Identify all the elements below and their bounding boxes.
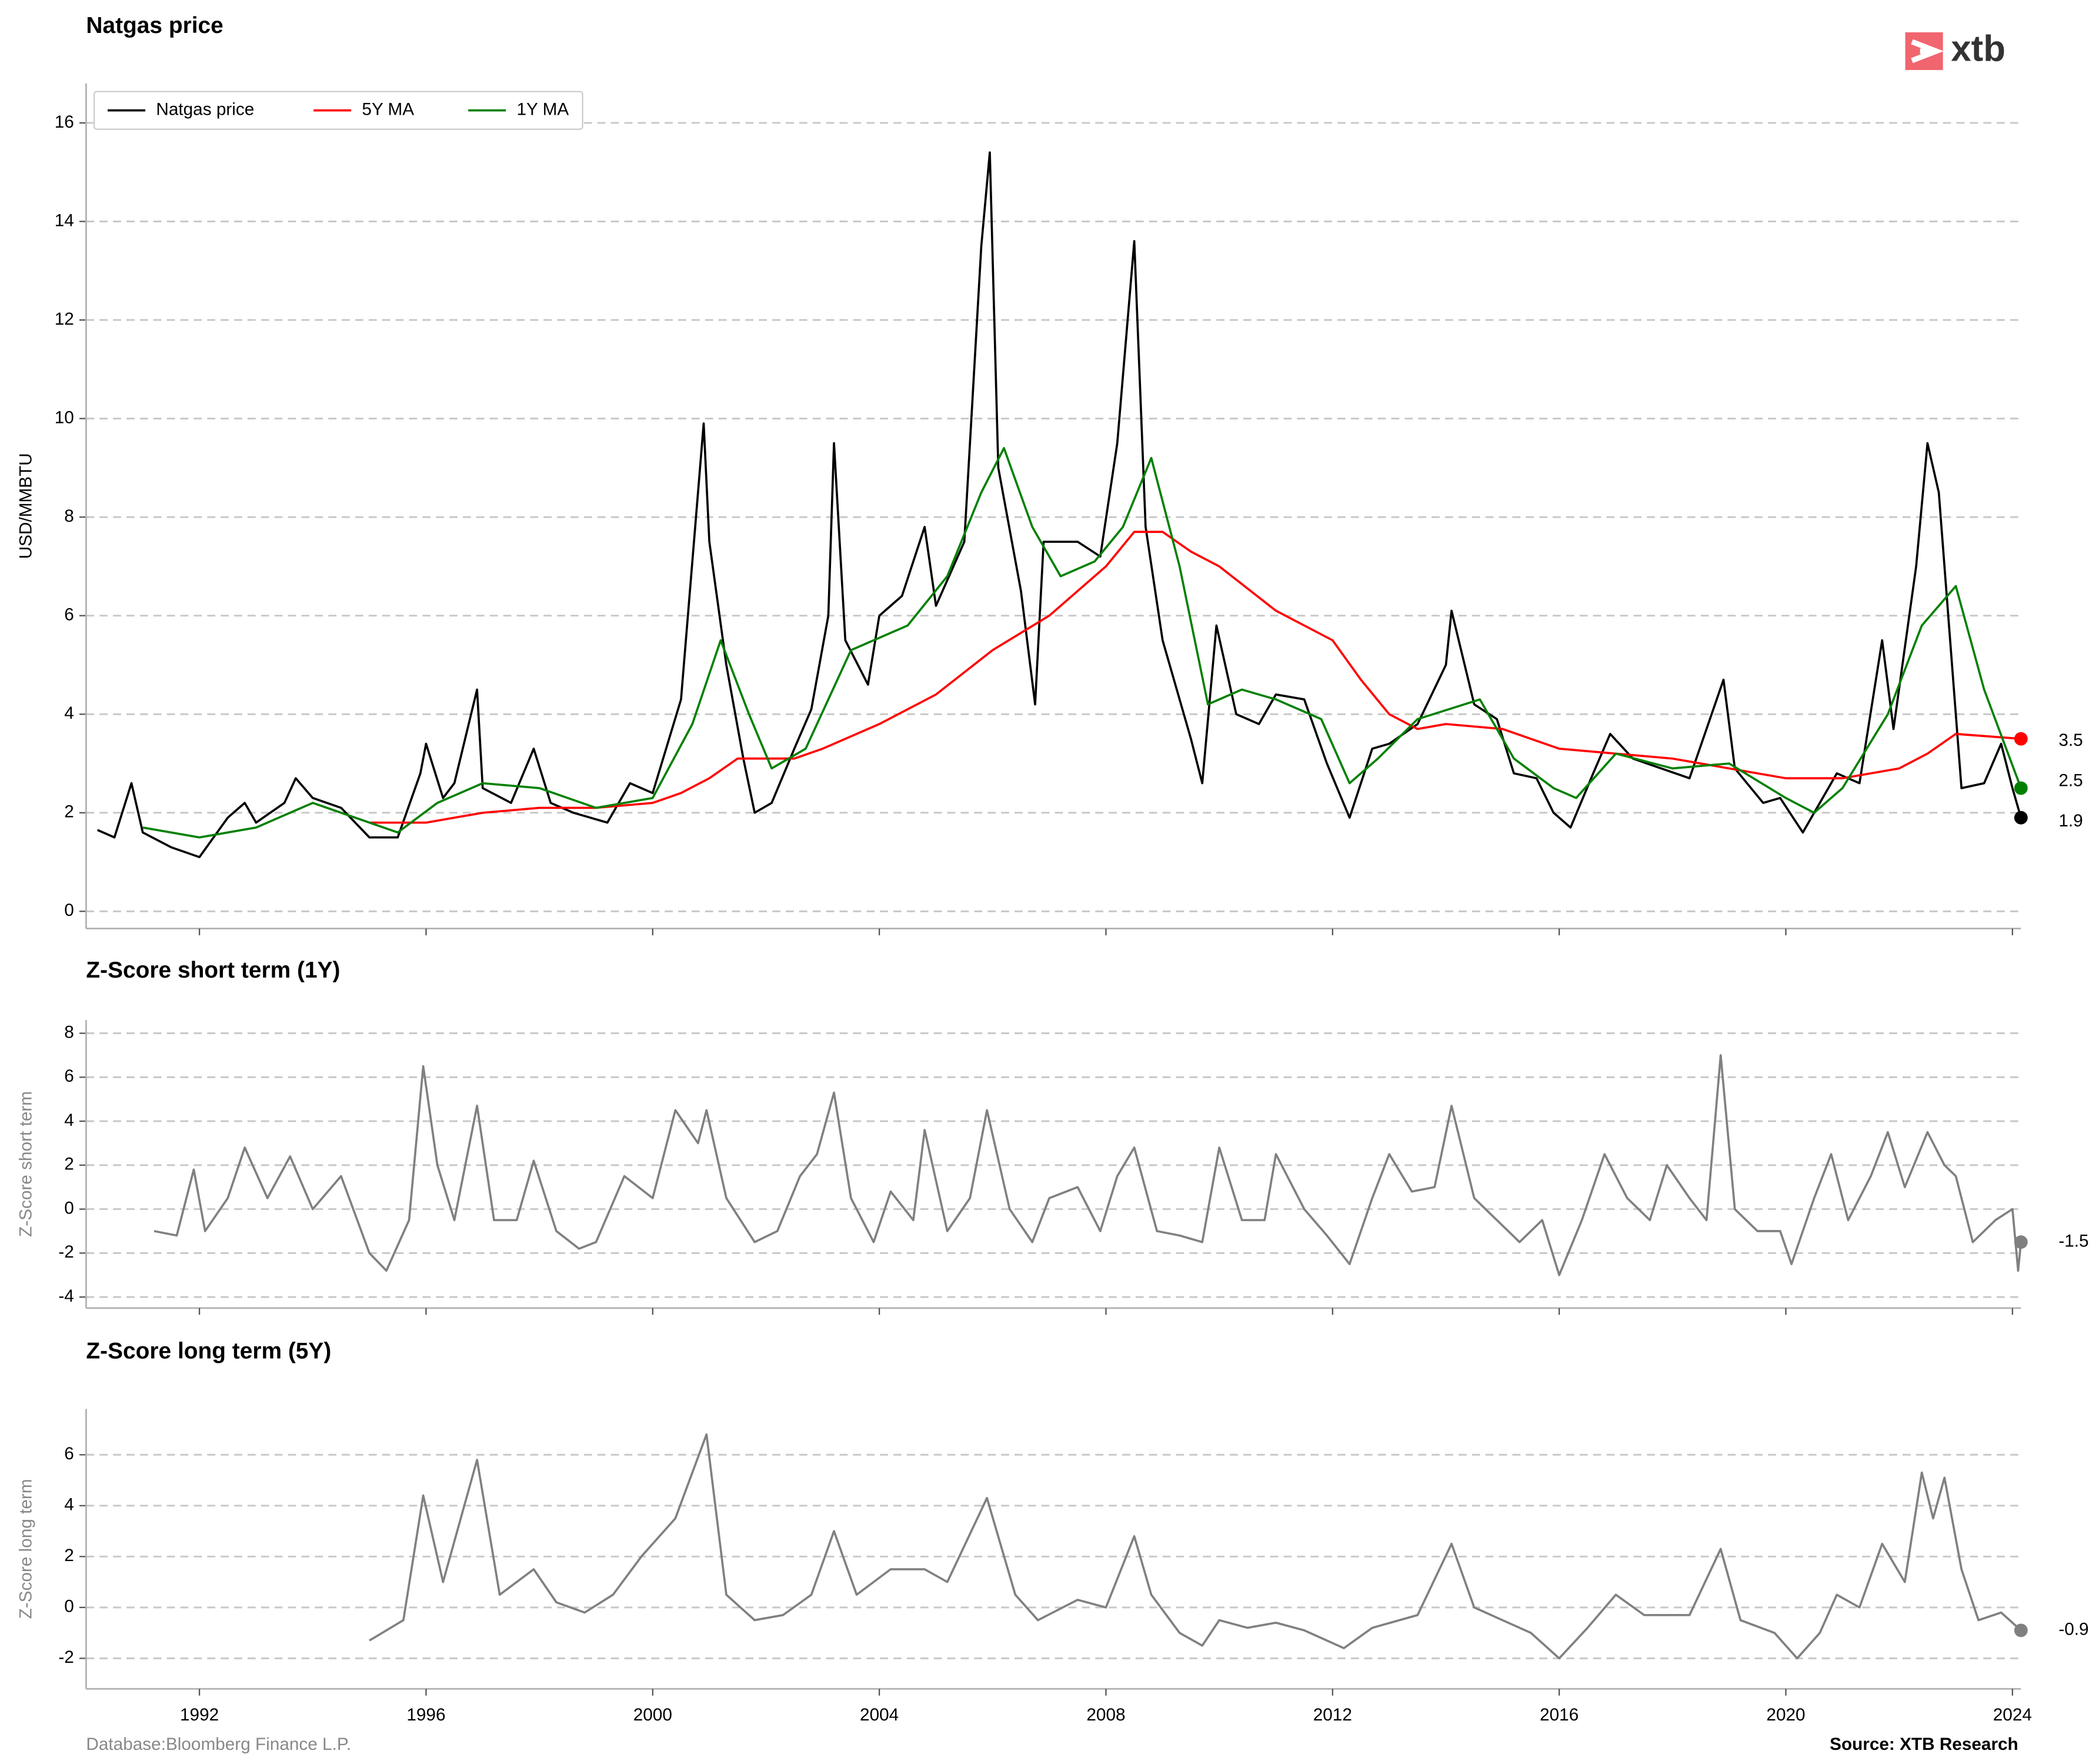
series-line xyxy=(369,1433,2022,1660)
x-tick-label: 2004 xyxy=(860,1705,899,1725)
end-point xyxy=(2014,732,2028,746)
y-tick-label: 8 xyxy=(64,506,74,526)
y-tick-label: 6 xyxy=(64,1066,74,1086)
end-point xyxy=(2014,781,2028,795)
logo-icon xyxy=(1911,39,1944,64)
chart-title: Z-Score short term (1Y) xyxy=(86,958,340,983)
chart-title: Z-Score long term (5Y) xyxy=(86,1339,331,1364)
end-label: -0.9 xyxy=(2058,1620,2088,1639)
y-tick-label: -4 xyxy=(58,1286,74,1306)
y-axis-label: Z-Score long term xyxy=(16,1479,36,1619)
y-tick-label: 4 xyxy=(64,1111,74,1130)
y-tick-label: 0 xyxy=(64,901,74,920)
y-tick-label: -2 xyxy=(58,1242,74,1262)
end-label: 1.9 xyxy=(2058,811,2083,831)
y-tick-label: 0 xyxy=(64,1199,74,1218)
end-point xyxy=(2014,1235,2028,1249)
legend-label: 5Y MA xyxy=(362,100,414,119)
end-label: 2.5 xyxy=(2058,771,2083,791)
x-tick-label: 1996 xyxy=(406,1705,445,1725)
series-line xyxy=(142,447,2023,839)
end-label: 3.5 xyxy=(2058,731,2083,750)
y-tick-label: 4 xyxy=(64,703,74,723)
y-tick-label: 14 xyxy=(55,211,74,230)
logo-text: xtb xyxy=(1951,28,2005,69)
series-line xyxy=(153,1054,2023,1276)
x-tick-label: 2008 xyxy=(1086,1705,1125,1725)
series-line xyxy=(96,151,2023,859)
end-point xyxy=(2014,1623,2028,1638)
series-line xyxy=(369,531,2021,824)
y-axis-label: Z-Score short term xyxy=(16,1091,36,1237)
footer-source: Source: XTB Research xyxy=(1830,1735,2018,1754)
y-tick-label: 16 xyxy=(55,112,74,132)
x-tick-label: 2020 xyxy=(1766,1705,1805,1725)
x-tick-label: 2016 xyxy=(1540,1705,1579,1725)
y-tick-label: 4 xyxy=(64,1495,74,1515)
end-point xyxy=(2014,811,2028,825)
x-tick-label: 2012 xyxy=(1313,1705,1352,1725)
y-axis-label: USD/MMBTU xyxy=(16,453,36,559)
footer-database: Database:Bloomberg Finance L.P. xyxy=(86,1735,351,1754)
end-label: -1.5 xyxy=(2058,1232,2088,1251)
y-tick-label: 2 xyxy=(64,1155,74,1174)
chart-title: Natgas price xyxy=(86,13,223,38)
y-tick-label: 2 xyxy=(64,802,74,822)
y-tick-label: -2 xyxy=(58,1648,74,1667)
y-tick-label: 6 xyxy=(64,605,74,625)
y-tick-label: 10 xyxy=(55,408,74,427)
x-tick-label: 1992 xyxy=(180,1705,219,1725)
y-tick-label: 6 xyxy=(64,1444,74,1463)
x-tick-label: 2000 xyxy=(633,1705,672,1725)
y-tick-label: 2 xyxy=(64,1546,74,1565)
y-tick-label: 0 xyxy=(64,1597,74,1616)
x-tick-label: 2024 xyxy=(1993,1705,2032,1725)
legend-label: Natgas price xyxy=(156,100,254,119)
y-tick-label: 8 xyxy=(64,1023,74,1042)
y-tick-label: 12 xyxy=(55,309,74,329)
legend-label: 1Y MA xyxy=(517,100,569,119)
